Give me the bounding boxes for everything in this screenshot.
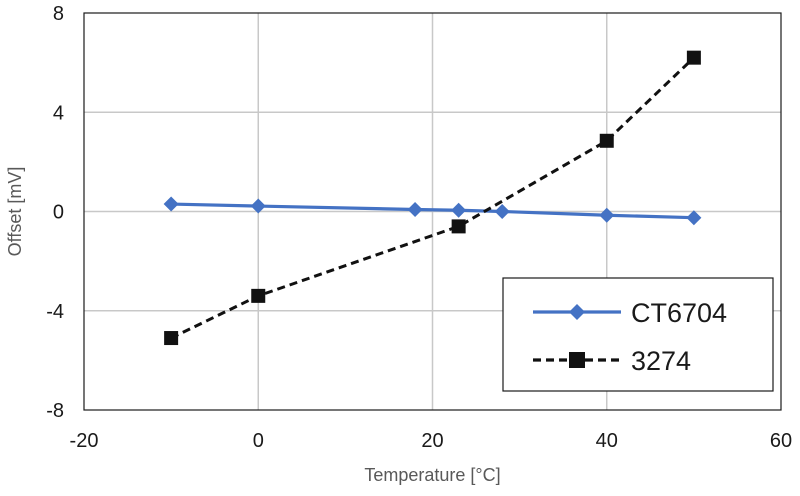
- data-point-diamond: [407, 202, 423, 218]
- legend-marker-diamond: [569, 304, 585, 320]
- data-point-diamond: [451, 202, 467, 218]
- data-point-square: [251, 288, 266, 303]
- data-point-square: [599, 133, 614, 148]
- x-tick-label: 20: [421, 430, 443, 452]
- x-tick-label: -20: [70, 430, 99, 452]
- y-tick-label: -4: [46, 301, 64, 323]
- y-tick-label: 0: [53, 202, 64, 224]
- plot-area-frame: [83, 12, 782, 411]
- x-axis-tick-labels: -20 0 20 40 60: [70, 430, 793, 452]
- x-tick-label: 40: [596, 430, 618, 452]
- x-tick-label: 60: [770, 430, 792, 452]
- x-tick-label: 0: [253, 430, 264, 452]
- x-axis-title: Temperature [°C]: [364, 465, 500, 485]
- legend-label: 3274: [631, 346, 691, 376]
- data-point-diamond: [250, 198, 266, 214]
- legend-marker-square: [569, 352, 585, 368]
- legend: CT6704 3274: [502, 277, 774, 392]
- legend-items: CT6704 3274: [533, 298, 727, 376]
- series-ct6704: [163, 196, 702, 226]
- data-point-diamond: [686, 210, 702, 226]
- legend-box: [502, 277, 774, 392]
- legend-item: CT6704: [533, 298, 727, 328]
- data-point-square: [686, 50, 701, 65]
- y-axis-tick-labels: -8 -4 0 4 8: [46, 3, 64, 422]
- legend-item: 3274: [533, 346, 691, 376]
- y-tick-label: 8: [53, 3, 64, 25]
- y-axis-title: Offset [mV]: [5, 167, 25, 257]
- data-point-diamond: [494, 204, 510, 219]
- data-point-square: [164, 331, 179, 346]
- data-point-square: [451, 219, 466, 234]
- legend-label: CT6704: [631, 298, 727, 328]
- data-point-diamond: [599, 207, 615, 223]
- y-tick-label: 4: [53, 102, 64, 124]
- series-line: [170, 56, 695, 340]
- y-tick-label: -8: [46, 400, 64, 422]
- series-3274: [164, 50, 701, 346]
- data-point-diamond: [163, 196, 179, 212]
- series-layer: [163, 50, 702, 346]
